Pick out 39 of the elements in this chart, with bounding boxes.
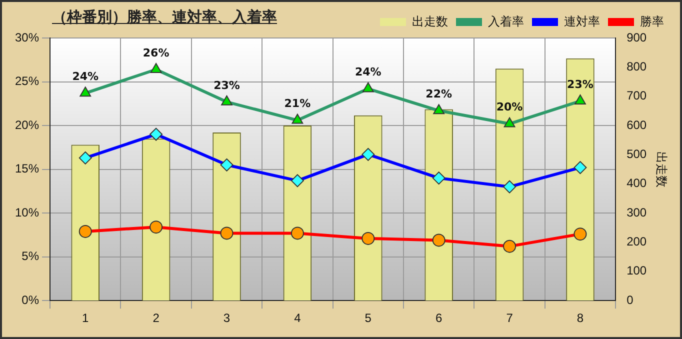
y-tick-label: 0%: [22, 292, 40, 307]
legend-label: 勝率: [640, 14, 664, 28]
x-tick-label: 5: [364, 311, 372, 326]
y2-tick-label: 300: [626, 205, 647, 220]
y-tick-label: 30%: [14, 30, 40, 44]
x-tick-label: 8: [576, 311, 584, 326]
x-tick-label: 7: [506, 311, 514, 326]
y-tick-label: 25%: [14, 74, 40, 88]
data-label: 23%: [567, 78, 594, 91]
y2-tick-label: 0: [626, 292, 634, 307]
y-tick-label: 5%: [22, 249, 40, 264]
x-tick-label: 3: [223, 311, 230, 326]
y-tick-label: 20%: [14, 118, 40, 132]
chart-title: （枠番別）勝率、連対率、入着率: [52, 8, 277, 27]
x-tick-label: 6: [435, 311, 442, 326]
y2-tick-label: 600: [626, 118, 647, 132]
data-label: 20%: [496, 100, 523, 114]
data-label: 24%: [72, 70, 99, 84]
y2-tick-label: 400: [626, 176, 647, 190]
legend-label: 入着率: [488, 14, 524, 28]
x-tick-label: 1: [82, 311, 90, 326]
y2-tick-label: 800: [626, 59, 647, 74]
y2-tick-label: 200: [626, 234, 647, 249]
legend-label: 連対率: [564, 14, 600, 28]
data-label: 22%: [426, 88, 452, 101]
data-label: 24%: [354, 66, 382, 79]
y2-tick-label: 700: [626, 88, 647, 103]
data-label: 21%: [284, 97, 311, 110]
y2-axis-title: 出走数: [654, 151, 668, 188]
y2-tick-label: 900: [626, 30, 647, 44]
x-tick-label: 2: [152, 311, 160, 326]
x-tick-label: 4: [294, 311, 302, 326]
y-tick-label: 15%: [14, 162, 40, 176]
data-label: 23%: [214, 78, 240, 92]
data-label: 26%: [142, 46, 170, 60]
legend-label: 出走数: [412, 14, 448, 28]
y-tick-label: 10%: [14, 205, 40, 220]
y2-tick-label: 100: [626, 264, 647, 278]
y2-tick-label: 500: [626, 147, 647, 162]
